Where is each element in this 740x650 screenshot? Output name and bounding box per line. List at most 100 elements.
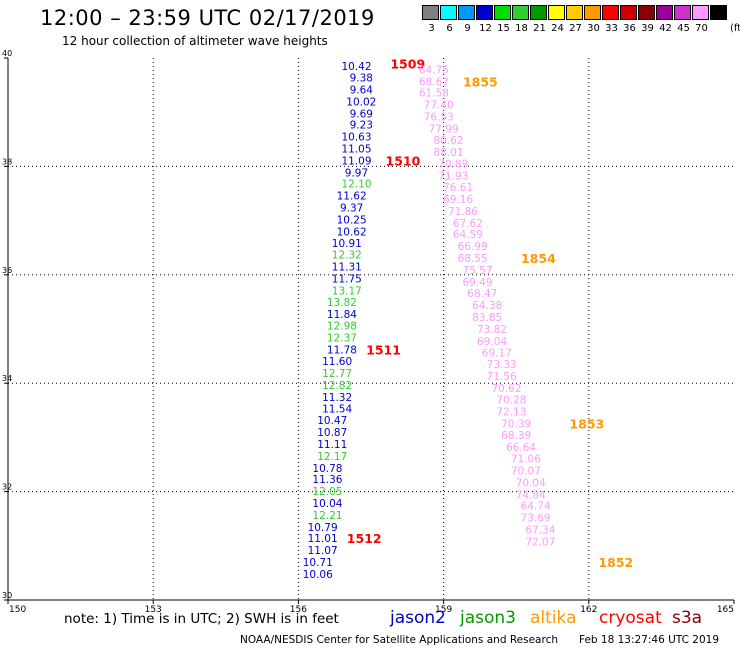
wave-height-label: 12.32 [332,250,362,262]
wave-height-label: 10.42 [341,61,371,73]
wave-height-label: 68.67 [419,76,449,88]
wave-height-label: 11.36 [312,474,342,486]
wave-height-label: 11.11 [317,439,347,451]
wave-height-label: 71.56 [487,371,517,383]
legend-swatch [656,5,673,20]
legend-swatch [530,5,547,20]
legend-label: 12 [479,23,492,34]
wave-height-label: 61.58 [419,88,449,100]
wave-height-label: 11.75 [332,274,362,286]
pass-time-label: 1512 [347,531,382,546]
legend-swatch [692,5,709,20]
legend-swatch [512,5,529,20]
wave-height-label: 12.98 [327,321,357,333]
legend-label: 9 [464,23,471,34]
wave-height-label: 66.99 [458,241,488,253]
wave-height-label: 72.13 [496,406,526,418]
wave-height-label: 11.32 [322,392,352,404]
wave-height-label: 66.64 [506,442,536,454]
wave-height-label: 68.39 [501,430,531,442]
pass-time-label: 1511 [366,343,401,358]
legend-swatch [638,5,655,20]
satellite-cryosat: cryosat [599,608,662,628]
x-tick-label: 153 [145,605,162,615]
legend-label: 3 [428,23,435,34]
legend-swatch [710,5,727,20]
y-tick-label: 30 [2,591,12,600]
wave-height-label: 11.09 [341,155,371,167]
pass-time-label: 1509 [390,56,425,71]
axes [4,57,735,604]
chart-title: 12:00 – 23:59 UTC 02/17/2019 [40,6,375,30]
wave-height-label: 12.82 [322,380,352,392]
wave-height-label: 72.07 [525,536,555,548]
wave-height-label: 9.64 [350,84,374,96]
legend-label: 39 [641,23,654,34]
satellite-altika: altika [530,608,577,628]
legend-swatch [674,5,691,20]
wave-height-label: 12.37 [327,333,357,345]
legend-label: 45 [677,23,690,34]
wave-height-label: 11.84 [327,309,357,321]
wave-height-label: 69.16 [443,194,473,206]
x-tick-label: 156 [290,605,307,615]
legend-swatch [494,5,511,20]
footnote: note: 1) Time is in UTC; 2) SWH is in fe… [64,611,339,627]
legend-label: 18 [515,23,528,34]
wave-height-label: 70.89 [438,159,468,171]
wave-height-label: 11.07 [308,545,338,557]
wave-height-label: 73.69 [521,513,551,525]
data-marks: 10.429.389.6410.029.699.2310.6311.0511.0… [303,56,634,581]
wave-height-label: 64.75 [419,64,449,76]
wave-height-label: 68.47 [467,288,497,300]
wave-height-label: 64.38 [472,300,502,312]
wave-height-label: 74.84 [516,489,546,501]
legend-label: 42 [659,23,672,34]
wave-height-label: 80.62 [433,135,463,147]
wave-height-label: 69.17 [482,347,512,359]
wave-height-label: 70.62 [491,383,521,395]
x-tick-label: 162 [580,605,597,615]
legend-swatch [440,5,457,20]
wave-height-label: 10.71 [303,557,333,569]
satellite-jason2: jason2 [390,608,446,628]
wave-height-label: 10.06 [303,569,333,581]
wave-height-label: 70.28 [496,394,526,406]
legend-swatch [602,5,619,20]
legend-label: 6 [446,23,453,34]
wave-height-label: 69.04 [477,336,507,348]
wave-height-label: 12.05 [312,486,342,498]
wave-height-label: 11.62 [337,191,367,203]
wave-height-label: 11.78 [327,345,357,357]
legend-label: 21 [533,23,546,34]
legend-swatch [422,5,439,20]
legend-swatch [620,5,637,20]
wave-height-label: 88.01 [433,147,463,159]
wave-height-label: 12.21 [312,510,342,522]
wave-height-label: 10.04 [312,498,342,510]
wave-height-label: 64.74 [521,501,551,513]
satellite-s3a: s3a [672,608,703,628]
x-tick-label: 150 [9,605,26,615]
legend-swatch [566,5,583,20]
y-tick-label: 34 [2,374,12,383]
pass-time-label: 1852 [598,555,633,570]
wave-height-label: 11.31 [332,262,362,274]
wave-height-label: 10.62 [337,226,367,238]
x-tick-label: 165 [717,605,734,615]
y-tick-label: 32 [2,483,12,492]
legend-swatch [458,5,475,20]
legend-label: 70 [695,23,708,34]
wave-height-label: 11.05 [341,144,371,156]
grid-lines [8,58,734,600]
satellite-jason3: jason3 [460,608,516,628]
wave-height-label: 68.55 [458,253,488,265]
wave-height-label: 71.93 [438,171,468,183]
wave-height-label: 10.02 [346,96,376,108]
wave-height-label: 12.10 [341,179,371,191]
y-tick-label: 38 [2,157,12,166]
legend-label: 33 [605,23,618,34]
wave-height-label: 9.69 [350,108,373,120]
wave-height-label: 73.82 [477,324,507,336]
